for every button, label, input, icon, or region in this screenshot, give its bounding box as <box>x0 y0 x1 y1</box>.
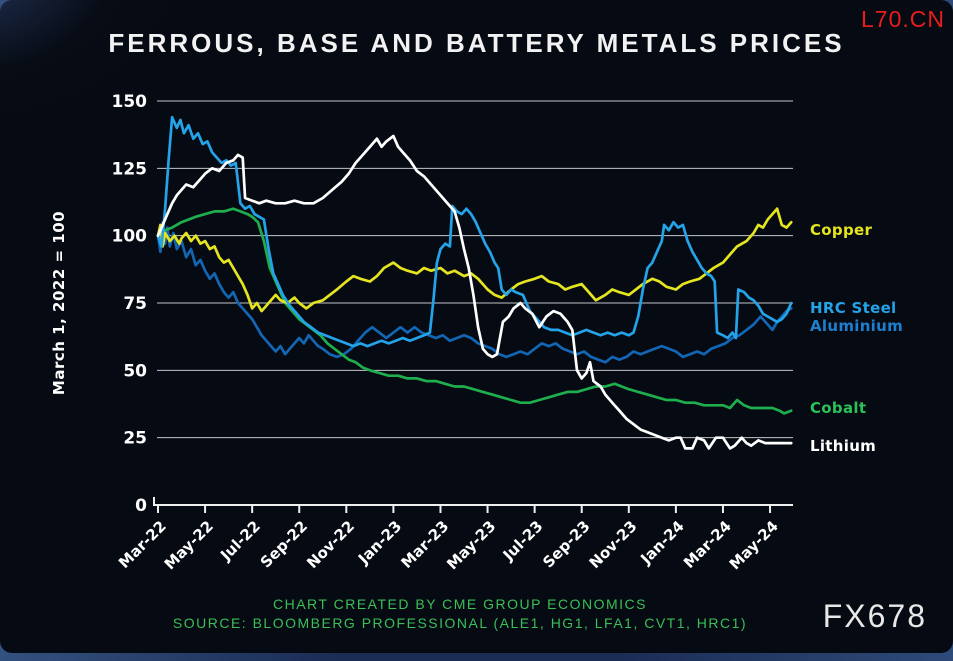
series-line-cobalt <box>156 207 793 415</box>
y-tick-label-75: 75 <box>123 294 147 314</box>
x-tick-label-Mar-22: Mar-22 <box>115 517 170 572</box>
y-tick-label-100: 100 <box>112 227 148 247</box>
watermark-fx678: FX678 <box>822 598 927 634</box>
x-tick-label-Jan-24: Jan-24 <box>636 517 687 568</box>
legend-lithium: Lithium <box>810 437 877 455</box>
series-line-hrc-steel <box>156 115 793 348</box>
legend-hrc-steel: HRC Steel <box>810 299 897 317</box>
x-axis-line <box>153 497 793 506</box>
y-tick-label-25: 25 <box>123 429 147 449</box>
x-tick-label-May-24: May-24 <box>726 517 782 573</box>
x-tick-label-Sep-23: Sep-23 <box>539 517 593 571</box>
y-tick-label-0: 0 <box>135 496 147 516</box>
page-title: FERROUS, BASE AND BATTERY METALS PRICES <box>108 28 845 58</box>
footer-created-by: CHART CREATED BY CME GROUP ECONOMICS <box>273 596 647 612</box>
y-tick-label-150: 150 <box>112 92 148 112</box>
series-line-aluminium <box>156 220 793 364</box>
x-tick-label-Nov-23: Nov-23 <box>586 517 641 572</box>
legend-cobalt: Cobalt <box>810 399 867 417</box>
y-tick-label-50: 50 <box>123 361 147 381</box>
x-tick-label-Nov-22: Nov-22 <box>303 517 358 572</box>
x-tick-label-Jan-23: Jan-23 <box>354 517 405 568</box>
x-tick-label-Mar-23: Mar-23 <box>397 517 452 572</box>
x-tick-label-Mar-24: Mar-24 <box>680 517 735 572</box>
legend-aluminium: Aluminium <box>810 317 904 335</box>
x-tick-label-Sep-22: Sep-22 <box>257 517 311 571</box>
footer-credits: CHART CREATED BY CME GROUP ECONOMICS SOU… <box>90 595 830 633</box>
x-tick-label-May-22: May-22 <box>161 517 217 573</box>
footer-source: SOURCE: BLOOMBERG PROFESSIONAL (ALE1, HG… <box>172 615 748 631</box>
legend-copper: Copper <box>810 221 873 239</box>
x-tick-label-May-23: May-23 <box>443 517 499 573</box>
series-line-lithium <box>156 134 793 450</box>
y-tick-label-125: 125 <box>112 159 148 179</box>
watermark-l70cn: L70.CN <box>861 6 945 32</box>
